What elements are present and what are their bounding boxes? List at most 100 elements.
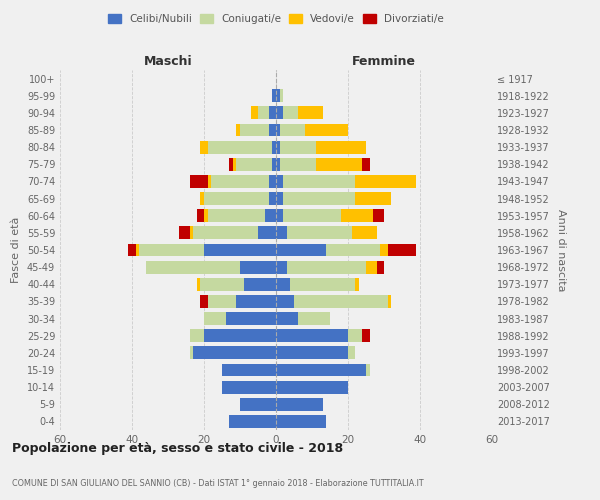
Bar — [276, 398, 323, 410]
Bar — [380, 244, 388, 256]
Bar — [355, 192, 391, 205]
Bar — [269, 192, 276, 205]
Bar — [388, 244, 416, 256]
Bar — [272, 140, 276, 153]
Bar — [236, 158, 272, 170]
Bar — [280, 158, 316, 170]
Bar — [276, 106, 283, 120]
Bar — [258, 106, 269, 120]
Bar — [211, 175, 269, 188]
Bar — [240, 260, 276, 274]
Bar — [316, 140, 366, 153]
Bar — [190, 346, 193, 360]
Bar — [240, 124, 269, 136]
Bar — [197, 278, 200, 290]
Bar — [377, 260, 384, 274]
Bar — [258, 226, 276, 239]
Bar — [341, 210, 373, 222]
Text: COMUNE DI SAN GIULIANO DEL SANNIO (CB) - Dati ISTAT 1° gennaio 2018 - Elaborazio: COMUNE DI SAN GIULIANO DEL SANNIO (CB) -… — [12, 478, 424, 488]
Bar — [272, 90, 276, 102]
Bar — [236, 295, 276, 308]
Bar — [200, 295, 208, 308]
Bar — [276, 158, 280, 170]
Bar — [136, 244, 139, 256]
Bar — [326, 244, 380, 256]
Legend: Celibi/Nubili, Coniugati/e, Vedovi/e, Divorziati/e: Celibi/Nubili, Coniugati/e, Vedovi/e, Di… — [104, 10, 448, 29]
Bar — [276, 295, 294, 308]
Bar — [229, 415, 276, 428]
Bar — [146, 260, 240, 274]
Bar — [240, 398, 276, 410]
Bar — [348, 346, 355, 360]
Bar — [276, 278, 290, 290]
Bar — [229, 158, 233, 170]
Bar — [197, 210, 204, 222]
Bar — [222, 364, 276, 376]
Bar — [276, 175, 283, 188]
Bar — [294, 295, 388, 308]
Bar — [276, 90, 280, 102]
Bar — [276, 312, 298, 325]
Bar — [276, 364, 366, 376]
Bar — [233, 158, 236, 170]
Bar — [190, 226, 193, 239]
Bar — [204, 244, 276, 256]
Bar — [276, 244, 326, 256]
Text: Maschi: Maschi — [143, 56, 193, 68]
Bar — [244, 278, 276, 290]
Bar — [208, 140, 272, 153]
Bar — [276, 192, 283, 205]
Bar — [179, 226, 190, 239]
Bar — [204, 192, 269, 205]
Bar — [272, 158, 276, 170]
Bar — [222, 380, 276, 394]
Bar — [283, 175, 355, 188]
Bar — [388, 295, 391, 308]
Bar — [316, 158, 362, 170]
Bar — [193, 346, 276, 360]
Bar — [200, 192, 204, 205]
Text: Femmine: Femmine — [352, 56, 416, 68]
Bar — [362, 158, 370, 170]
Bar — [366, 364, 370, 376]
Bar — [362, 330, 370, 342]
Bar — [283, 106, 298, 120]
Bar — [355, 278, 359, 290]
Bar — [283, 192, 355, 205]
Bar — [352, 226, 377, 239]
Bar — [276, 124, 280, 136]
Bar — [276, 260, 287, 274]
Bar — [280, 124, 305, 136]
Bar — [348, 330, 362, 342]
Bar — [208, 295, 236, 308]
Bar — [280, 140, 316, 153]
Bar — [208, 175, 211, 188]
Bar — [193, 226, 258, 239]
Bar — [265, 210, 276, 222]
Bar — [366, 260, 377, 274]
Bar — [200, 140, 208, 153]
Bar — [305, 124, 348, 136]
Bar — [276, 210, 283, 222]
Bar — [276, 140, 280, 153]
Bar — [128, 244, 136, 256]
Bar — [276, 380, 348, 394]
Bar — [269, 175, 276, 188]
Bar — [236, 124, 240, 136]
Bar — [276, 226, 287, 239]
Bar — [251, 106, 258, 120]
Bar — [355, 175, 416, 188]
Bar — [276, 346, 348, 360]
Bar — [287, 260, 366, 274]
Bar — [204, 312, 226, 325]
Bar — [269, 124, 276, 136]
Bar — [226, 312, 276, 325]
Bar — [276, 330, 348, 342]
Bar — [139, 244, 204, 256]
Bar — [287, 226, 352, 239]
Bar — [290, 278, 355, 290]
Bar — [283, 210, 341, 222]
Bar — [204, 210, 208, 222]
Bar — [208, 210, 265, 222]
Bar — [373, 210, 384, 222]
